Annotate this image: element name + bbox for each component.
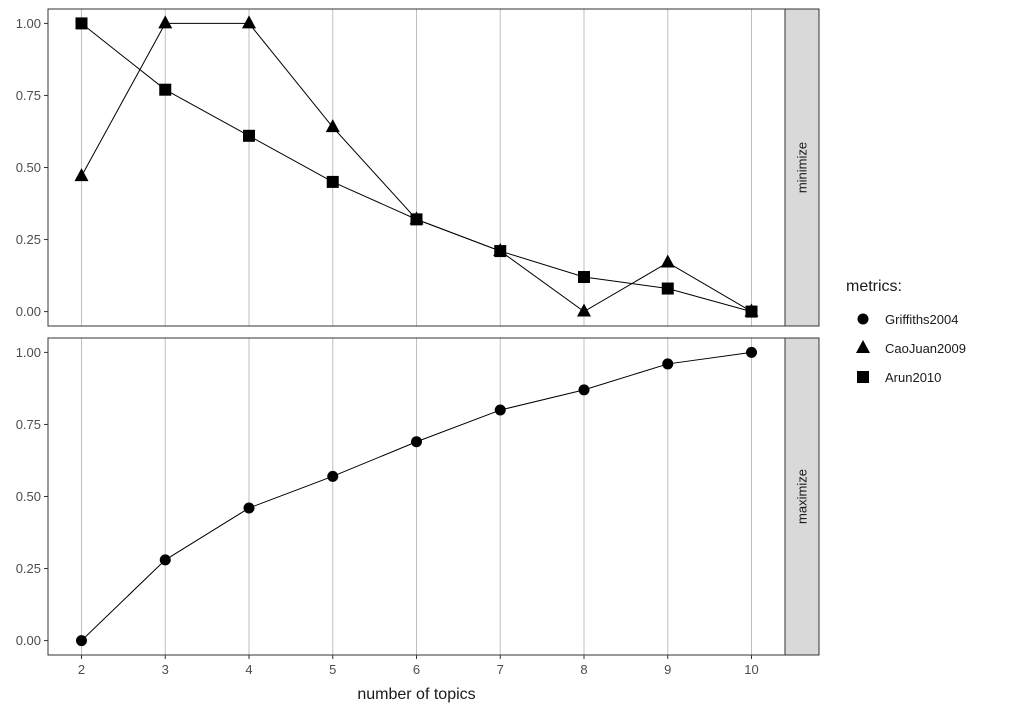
data-point-CaoJuan2009 (242, 15, 256, 29)
data-point-Arun2010 (661, 282, 674, 295)
x-tick-label: 6 (413, 662, 420, 677)
x-tick-label: 8 (580, 662, 587, 677)
data-point-Griffiths2004 (243, 502, 255, 514)
data-point-CaoJuan2009 (74, 168, 89, 182)
x-tick-label: 9 (664, 662, 671, 677)
data-point-Griffiths2004 (578, 384, 590, 396)
data-point-CaoJuan2009 (660, 254, 675, 268)
y-tick-label: 0.50 (16, 160, 41, 175)
y-tick-label: 1.00 (16, 345, 41, 360)
facet-strip (784, 337, 820, 656)
legend-key-Arun2010 (857, 371, 869, 383)
data-point-Griffiths2004 (327, 470, 339, 482)
data-point-Griffiths2004 (662, 358, 674, 370)
legend-label: Arun2010 (885, 370, 941, 385)
data-point-Arun2010 (159, 83, 172, 96)
data-point-Arun2010 (578, 271, 590, 284)
y-tick-label: 0.00 (16, 304, 41, 319)
x-tick-label: 3 (162, 662, 169, 677)
y-tick-label: 0.25 (16, 232, 41, 247)
data-point-CaoJuan2009 (577, 303, 591, 317)
data-point-Arun2010 (494, 245, 507, 258)
x-tick-label: 5 (329, 662, 336, 677)
y-tick-label: 1.00 (16, 16, 41, 31)
facet-strip-label: minimize (795, 142, 810, 193)
legend-key-CaoJuan2009 (856, 339, 870, 353)
y-tick-label: 0.75 (16, 417, 41, 432)
data-point-Arun2010 (745, 305, 758, 318)
y-tick-label: 0.25 (16, 561, 41, 576)
facet-strip-label: maximize (795, 469, 810, 524)
legend-label: Griffiths2004 (885, 312, 958, 327)
x-tick-label: 10 (744, 662, 758, 677)
data-point-Arun2010 (243, 129, 255, 142)
data-point-Griffiths2004 (159, 554, 171, 566)
x-axis-title: number of topics (357, 686, 475, 703)
data-point-Griffiths2004 (411, 436, 422, 448)
y-tick-label: 0.50 (16, 489, 41, 504)
data-point-Arun2010 (410, 213, 423, 226)
x-tick-label: 2 (78, 662, 85, 677)
legend-key-Griffiths2004 (857, 313, 869, 325)
data-point-CaoJuan2009 (325, 119, 340, 133)
legend-title: metrics: (846, 278, 902, 295)
y-tick-label: 0.75 (16, 88, 41, 103)
data-point-Griffiths2004 (494, 404, 506, 416)
x-tick-label: 4 (245, 662, 252, 677)
data-point-CaoJuan2009 (158, 15, 173, 29)
data-point-Arun2010 (75, 17, 88, 30)
data-point-Griffiths2004 (746, 346, 757, 358)
y-tick-label: 0.00 (16, 633, 41, 648)
legend-label: CaoJuan2009 (885, 341, 966, 356)
data-point-Arun2010 (326, 175, 339, 188)
data-point-Griffiths2004 (76, 635, 87, 647)
facet-strip (784, 8, 820, 327)
x-tick-label: 7 (497, 662, 504, 677)
